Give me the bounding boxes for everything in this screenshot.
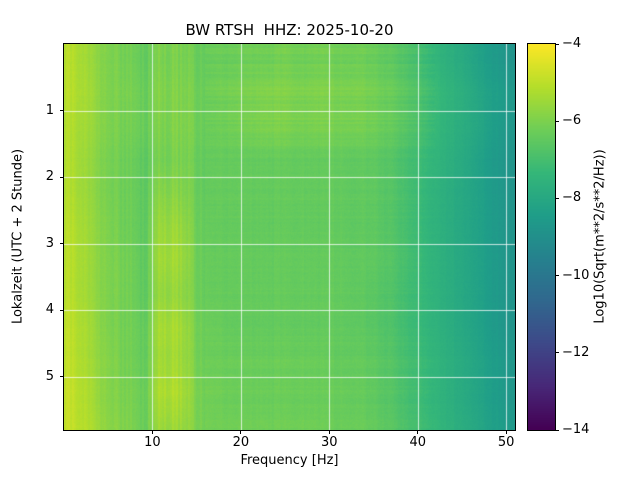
colorbar-gradient: [528, 44, 555, 430]
y-tick-label: 3: [45, 235, 54, 251]
colorbar-tick-mark: [555, 352, 559, 354]
y-tick-label: 5: [45, 368, 54, 384]
x-tick-label: 50: [497, 435, 515, 450]
colorbar-tick-label: −4: [562, 36, 582, 51]
x-tick-mark: [417, 430, 419, 434]
colorbar-tick-mark: [555, 197, 559, 199]
colorbar-tick-label: −14: [562, 422, 590, 437]
colorbar-tick-label: −8: [562, 190, 582, 206]
y-tick-mark: [60, 309, 64, 311]
y-tick-label: 2: [45, 169, 54, 185]
x-axis-label: Frequency [Hz]: [240, 453, 339, 468]
y-axis-label: Lokalzeit (UTC + 2 Stunde): [10, 148, 26, 325]
colorbar-tick-mark: [555, 275, 559, 277]
x-tick-mark: [505, 430, 507, 434]
y-tick-label: 1: [45, 102, 54, 118]
spectrogram-heatmap: [64, 44, 515, 430]
x-tick-label: 40: [409, 435, 426, 450]
colorbar-tick-mark: [555, 120, 559, 122]
chart-title: BW RTSH HHZ: 2025-10-20: [185, 21, 394, 39]
colorbar-tick-label: −6: [562, 113, 582, 129]
colorbar-tick-mark: [555, 429, 559, 431]
y-tick-label: 4: [45, 302, 54, 318]
x-tick-mark: [151, 430, 153, 434]
x-tick-label: 10: [144, 435, 161, 450]
colorbar-label: Log10(Sqrt(m**2/s**2/Hz)): [592, 149, 608, 324]
colorbar-tick-label: −12: [562, 344, 590, 360]
x-tick-label: 30: [321, 435, 338, 450]
x-tick-mark: [328, 430, 330, 434]
x-tick-label: 20: [232, 435, 250, 450]
y-tick-mark: [60, 243, 64, 245]
colorbar-tick-mark: [555, 43, 559, 45]
colorbar-tick-label: −10: [562, 267, 590, 283]
y-tick-mark: [60, 376, 64, 378]
y-tick-mark: [60, 110, 64, 112]
y-tick-mark: [60, 176, 64, 178]
x-tick-mark: [240, 430, 242, 434]
